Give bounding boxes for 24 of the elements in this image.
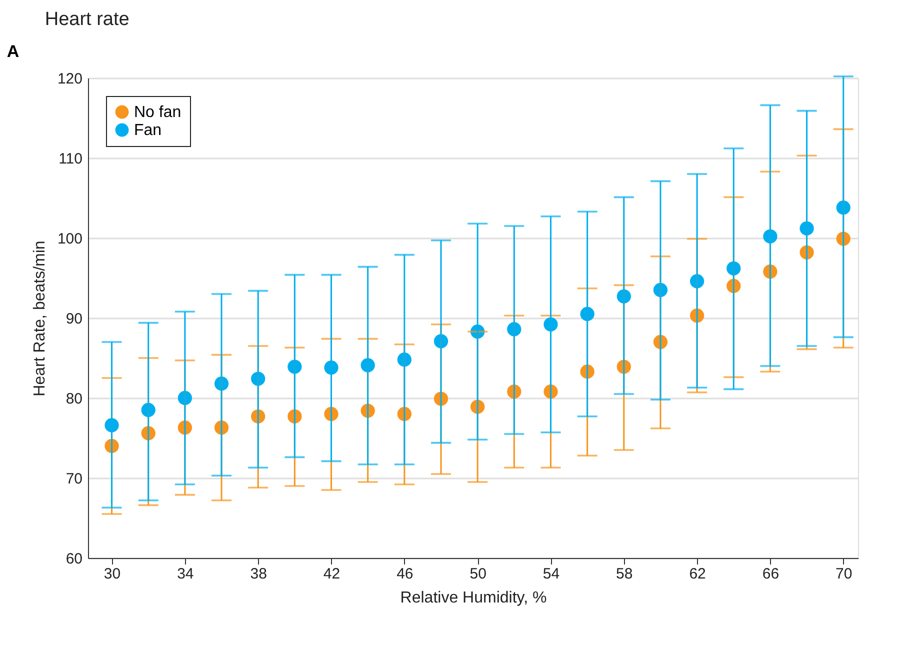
y-tick-label: 110 — [58, 150, 82, 168]
y-tick-label: 70 — [66, 470, 82, 488]
x-tick-label: 38 — [250, 566, 267, 582]
x-tick-label: 30 — [104, 566, 121, 582]
x-tick-label: 58 — [616, 566, 633, 582]
x-tick-label: 42 — [323, 566, 340, 582]
y-tick-label: 80 — [66, 390, 82, 408]
x-tick-label: 70 — [836, 566, 852, 582]
text: A — [6, 42, 20, 61]
x-axis-title: Relative Humidity, % — [400, 590, 547, 606]
y-tick-label: 100 — [57, 230, 82, 248]
x-tick-label: 34 — [177, 566, 194, 582]
x-tick-label: 62 — [689, 566, 706, 582]
legend-label: No fan — [134, 104, 182, 121]
legend-label: Fan — [134, 122, 162, 139]
chart-title: Heart rate — [44, 9, 130, 30]
x-tick-label: 66 — [762, 566, 780, 582]
x-tick-label: 46 — [396, 566, 414, 582]
y-tick-label: 120 — [57, 70, 82, 88]
y-tick-label: 60 — [66, 550, 82, 568]
y-tick-label: 90 — [66, 310, 82, 328]
x-tick-label: 54 — [542, 566, 560, 582]
x-tick-label: 50 — [470, 566, 486, 582]
y-axis-title: Heart Rate, beats/min — [31, 240, 48, 396]
